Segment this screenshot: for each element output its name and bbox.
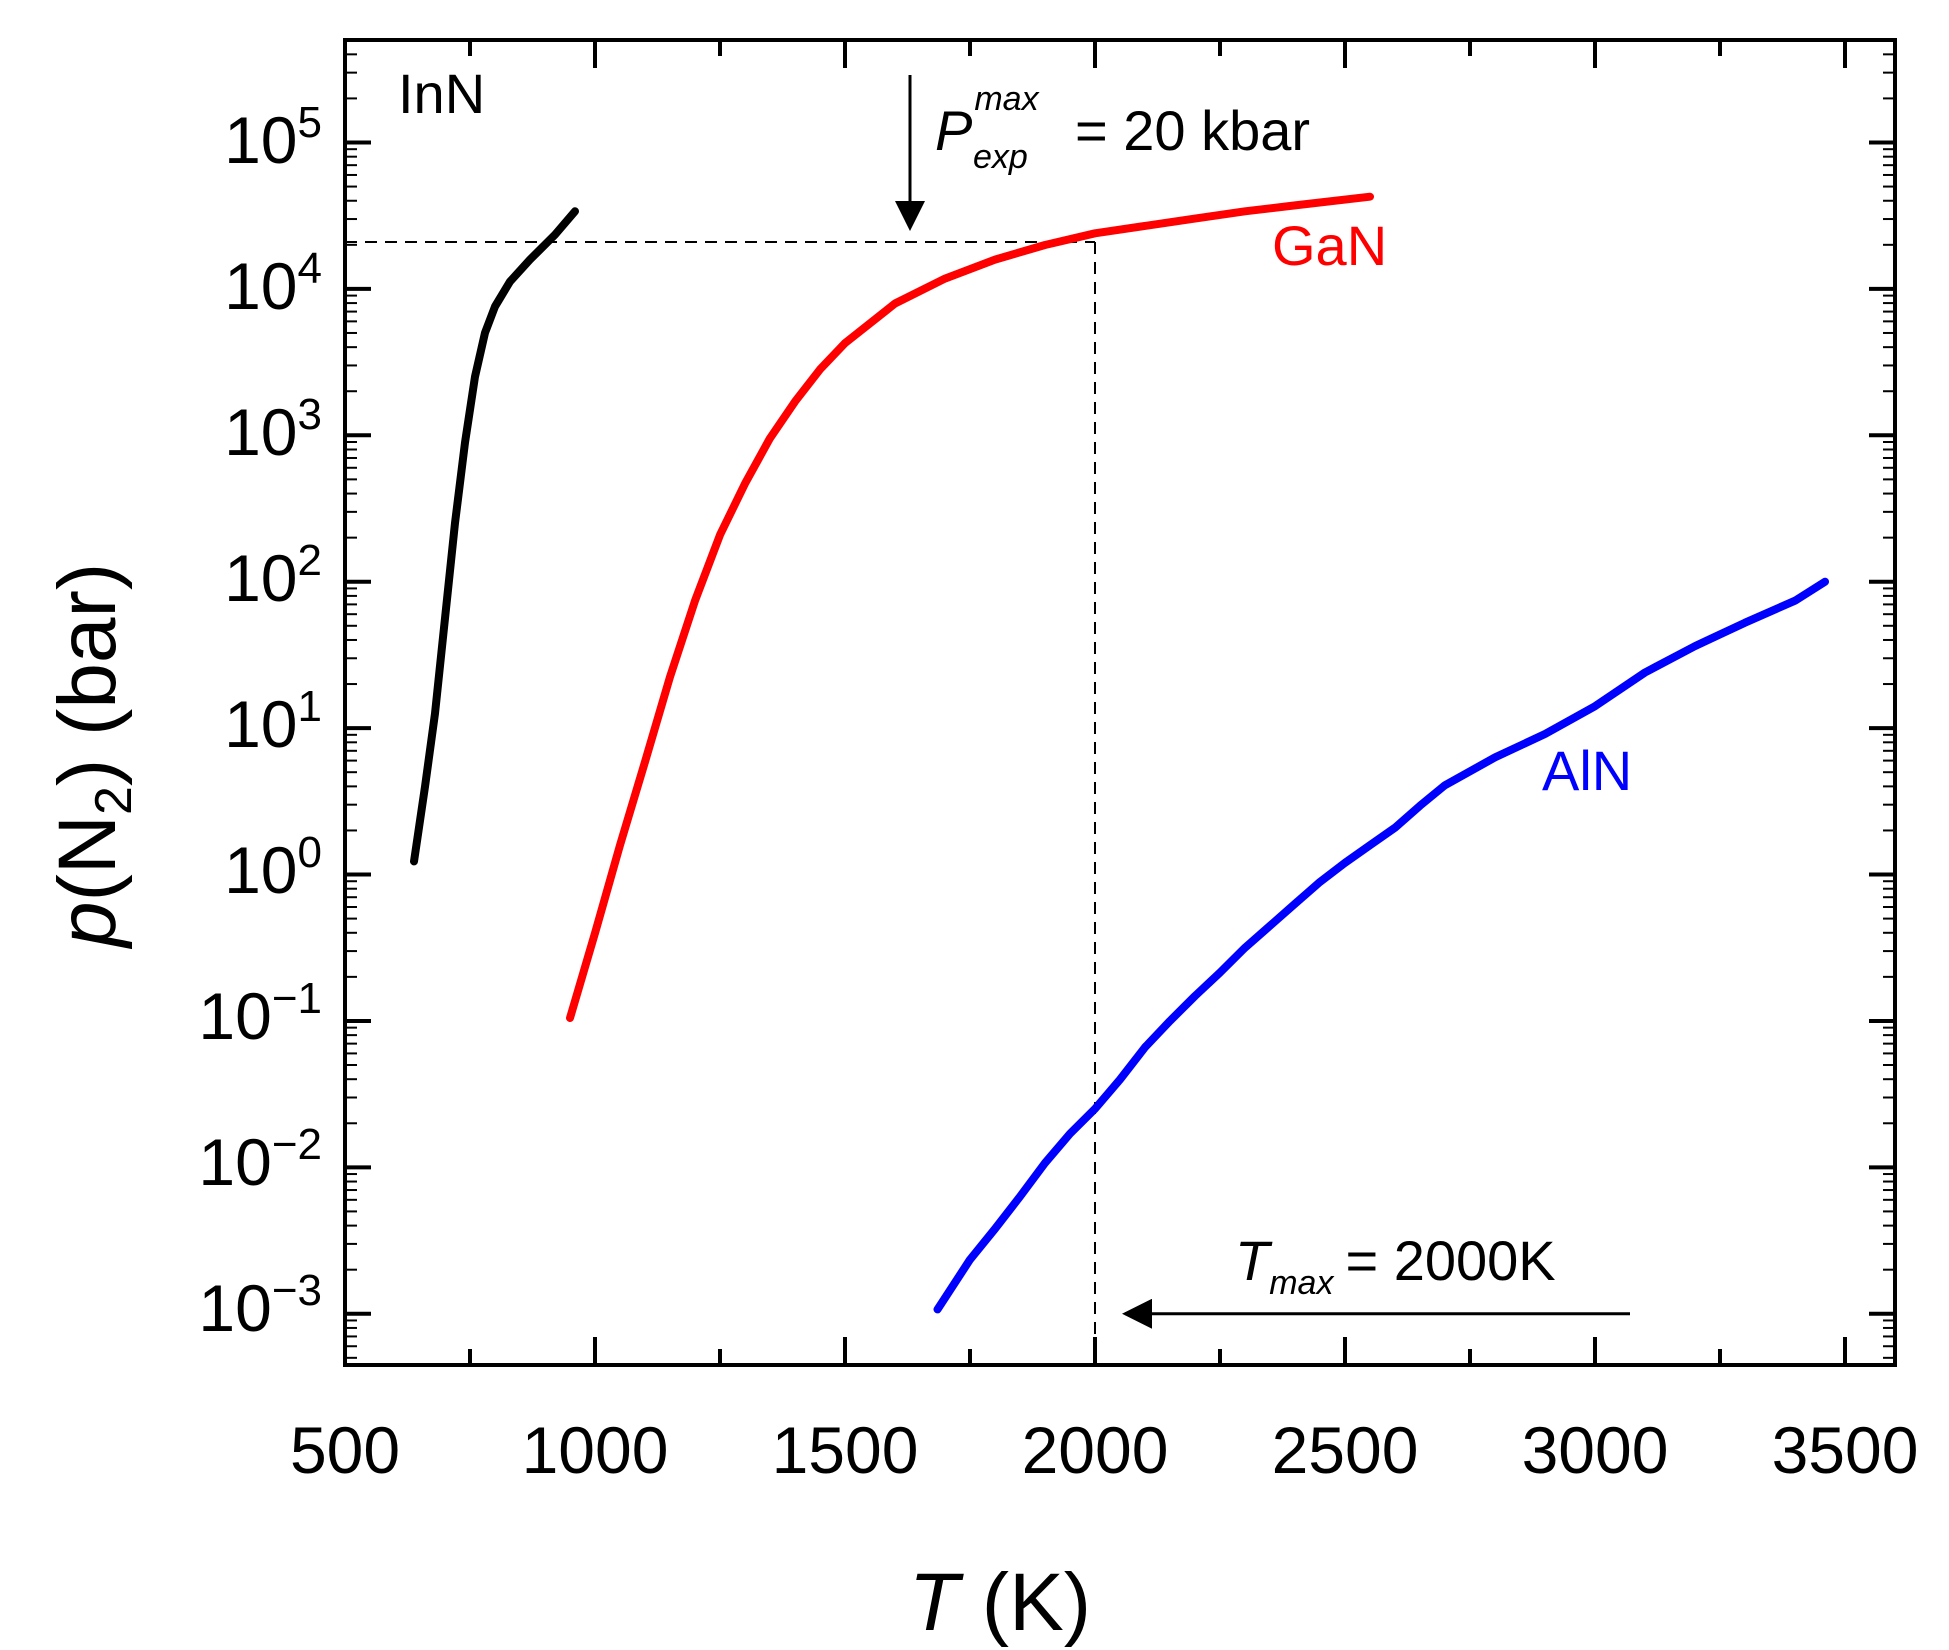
x-tick-label: 1000	[522, 1413, 669, 1487]
gan-series-label: GaN	[1272, 214, 1387, 277]
x-tick-label: 1500	[772, 1413, 919, 1487]
y-tick-labels: 10−3 10−2 10−1 100 101 102 103 104 105	[198, 98, 322, 1345]
x-axis-title: T (K)	[909, 1557, 1091, 1648]
y-tick-label: 10−2	[198, 1120, 322, 1199]
y-tick-label: 10−3	[198, 1266, 322, 1345]
axis-ticks	[343, 39, 1895, 1365]
y-tick-label: 103	[224, 390, 322, 469]
x-tick-labels: 500 1000 1500 2000 2500 3000 3500	[290, 1413, 1918, 1487]
y-axis-title: p(N2) (bar)	[42, 563, 143, 950]
x-tick-label: 500	[290, 1413, 400, 1487]
temperature-annotation-label: Tmax = 2000K	[1235, 1229, 1556, 1302]
gan-series-line	[566, 192, 1374, 1022]
y-tick-label: 104	[224, 244, 322, 323]
y-tick-label: 100	[224, 828, 322, 907]
y-tick-label: 102	[224, 536, 322, 615]
x-tick-label: 2000	[1022, 1413, 1169, 1487]
y-tick-label: 101	[224, 682, 322, 761]
x-tick-label: 2500	[1272, 1413, 1419, 1487]
inn-series-line	[410, 207, 579, 866]
aln-series-label: AlN	[1542, 739, 1632, 802]
y-tick-label: 105	[224, 98, 322, 177]
pressure-annotation-label: Pmax exp = 20 kbar	[935, 80, 1310, 176]
reference-lines	[345, 241, 1096, 1365]
x-tick-label: 3000	[1522, 1413, 1669, 1487]
series-group	[410, 192, 1829, 1314]
inn-series-label: InN	[398, 62, 485, 125]
plot-frame	[343, 38, 1897, 1367]
aln-series-line	[933, 577, 1829, 1314]
x-tick-label: 3500	[1772, 1413, 1919, 1487]
y-tick-label: 10−1	[198, 974, 322, 1053]
